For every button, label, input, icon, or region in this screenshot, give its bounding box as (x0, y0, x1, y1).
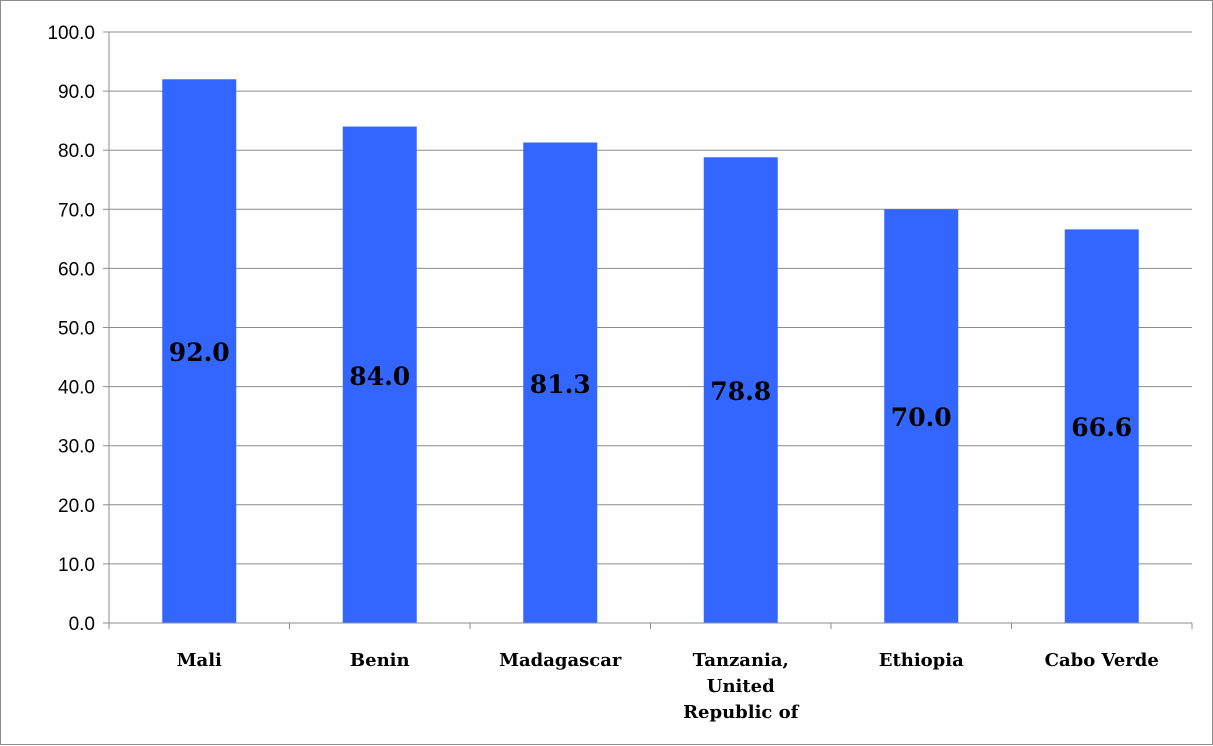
y-tick-label: 60.0 (58, 259, 95, 280)
category-label: Madagascar (499, 650, 622, 671)
y-tick-label: 40.0 (58, 378, 95, 399)
category-label: Cabo Verde (1045, 650, 1159, 671)
x-axis-category-labels: Mali Benin Madagascar Tanzania, United Republ… (177, 650, 1159, 723)
category-label-line: Tanzania, (693, 650, 789, 671)
y-tick-label: 100.0 (47, 23, 95, 44)
y-tick-label: 50.0 (58, 319, 95, 340)
category-label-line: Madagascar (499, 650, 622, 671)
data-label: 78.8 (710, 377, 771, 406)
category-label: Ethiopia (879, 650, 964, 671)
category-label: Tanzania, United Republic of (683, 650, 800, 723)
axes (108, 32, 1193, 629)
category-label-line: Cabo Verde (1045, 650, 1159, 671)
y-tick-label: 80.0 (58, 141, 95, 162)
category-label: Benin (350, 650, 410, 671)
data-label: 66.6 (1071, 413, 1132, 442)
bar (1064, 229, 1139, 624)
category-label: Mali (177, 650, 222, 671)
data-label: 92.0 (169, 338, 230, 367)
category-label-line: Mali (177, 650, 222, 671)
data-label: 81.3 (530, 370, 591, 399)
y-tick-label: 70.0 (58, 200, 95, 221)
y-tick-label: 90.0 (58, 82, 95, 103)
y-axis-tick-labels: 0.0 10.0 20.0 30.0 40.0 50.0 60.0 70.0 80.0 90.0 1… (47, 23, 95, 635)
category-label-line: Republic of (683, 702, 800, 723)
y-tick-label: 0.0 (69, 614, 95, 635)
bar (162, 79, 237, 623)
data-label: 84.0 (349, 362, 410, 391)
category-label-line: Ethiopia (879, 650, 964, 671)
category-label-line: Benin (350, 650, 410, 671)
bars (162, 79, 1139, 624)
bar (884, 209, 959, 624)
data-labels: 92.0 84.0 81.3 78.8 70.0 66.6 (169, 338, 1132, 442)
bar (523, 142, 598, 623)
bar (703, 157, 778, 624)
category-label-line: United (707, 676, 775, 697)
gridlines (103, 31, 1192, 624)
bar (342, 126, 417, 623)
y-tick-label: 30.0 (58, 437, 95, 458)
data-label: 70.0 (891, 403, 952, 432)
y-tick-label: 20.0 (58, 496, 95, 517)
y-tick-label: 10.0 (58, 555, 95, 576)
